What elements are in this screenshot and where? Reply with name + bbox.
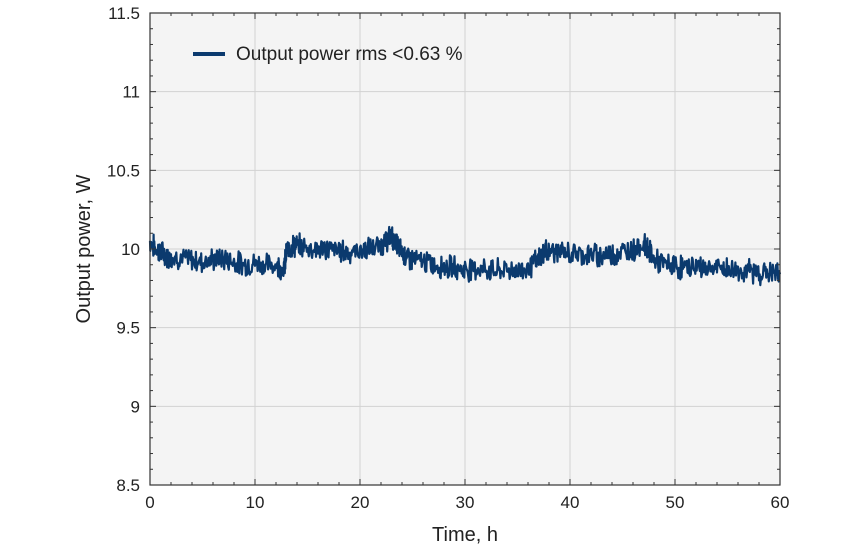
series-line [148, 225, 782, 287]
x-tick-label: 50 [666, 493, 685, 512]
legend-label: Output power rms <0.63 % [236, 44, 463, 65]
x-tick-label: 10 [246, 493, 265, 512]
series-layer [148, 225, 782, 287]
y-axis-title: Output power, W [73, 174, 95, 323]
ticks [149, 12, 781, 486]
y-tick-label: 10.5 [107, 161, 140, 180]
y-tick-label: 8.5 [116, 476, 140, 495]
legend: Output power rms <0.63 % [193, 44, 463, 65]
x-tick-label: 20 [351, 493, 370, 512]
y-tick-label: 11.5 [108, 4, 140, 23]
tick-labels: 0 10 20 30 40 50 60 8.5 9 9.5 10 10.5 11 11.5 [107, 4, 790, 512]
x-tick-label: 40 [561, 493, 580, 512]
x-axis-title: Time, h [432, 524, 498, 546]
x-tick-label: 30 [456, 493, 475, 512]
x-tick-label: 0 [145, 493, 154, 512]
y-tick-label: 9.5 [116, 319, 140, 338]
y-tick-label: 10 [121, 240, 140, 259]
y-tick-label: 9 [131, 397, 140, 416]
x-tick-label: 60 [771, 493, 790, 512]
y-tick-label: 11 [122, 83, 140, 102]
